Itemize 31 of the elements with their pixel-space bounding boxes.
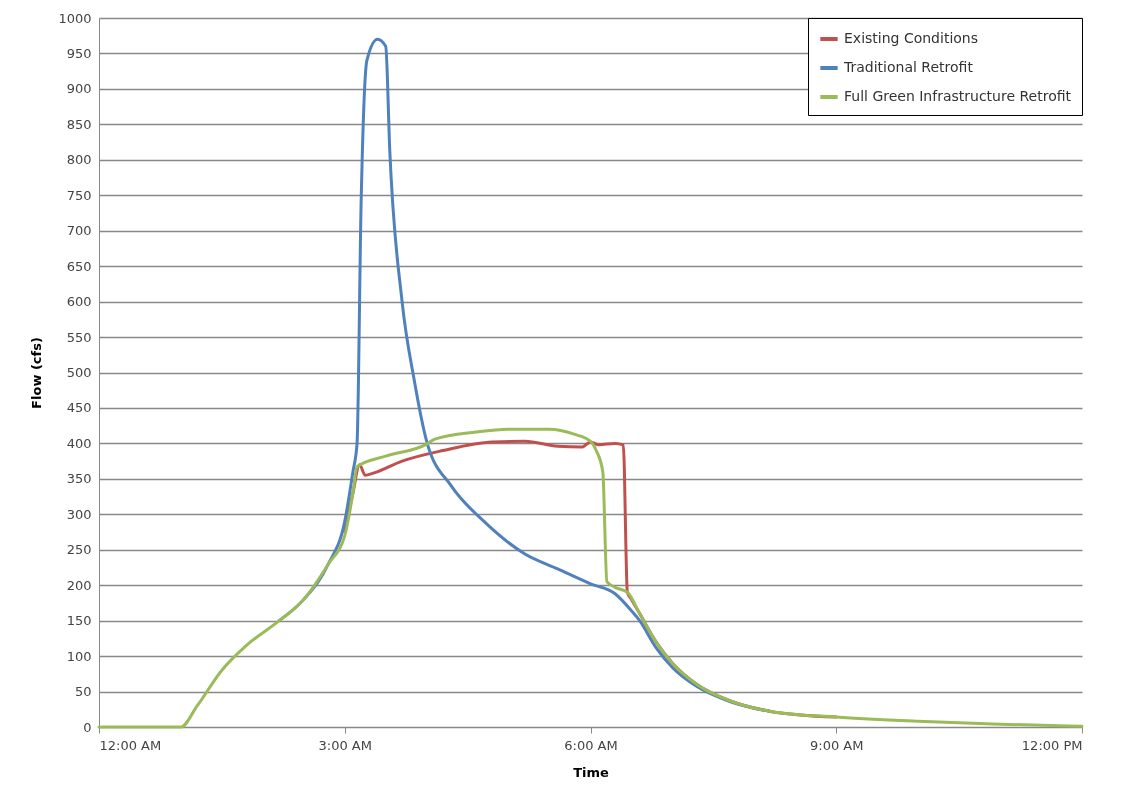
- y-tick-label: 450: [66, 400, 92, 416]
- y-tick-label: 400: [66, 435, 92, 451]
- x-tick-label: 6:00 AM: [564, 737, 618, 753]
- legend-label: Traditional Retrofit: [843, 59, 974, 75]
- y-tick-label: 600: [66, 294, 92, 310]
- y-axis-title: Flow (cfs): [29, 337, 45, 409]
- y-tick-label: 900: [66, 81, 92, 97]
- y-tick-label: 700: [66, 223, 92, 239]
- y-tick-label: 150: [66, 613, 92, 629]
- y-tick-label: 850: [66, 116, 92, 132]
- y-tick-label: 350: [66, 471, 92, 487]
- x-tick-label: 12:00 PM: [1021, 737, 1083, 753]
- y-tick-label: 100: [66, 648, 92, 664]
- y-tick-label: 750: [66, 187, 92, 203]
- x-axis-title: Time: [573, 764, 610, 780]
- y-tick-label: 550: [66, 329, 92, 345]
- y-tick-label: 1000: [58, 10, 92, 26]
- y-tick-label: 650: [66, 258, 92, 274]
- x-tick-label: 3:00 AM: [318, 737, 372, 753]
- legend-label: Existing Conditions: [844, 30, 979, 46]
- y-tick-label: 50: [74, 684, 92, 700]
- y-tick-label: 500: [66, 365, 92, 380]
- y-tick-label: 250: [66, 542, 92, 558]
- y-tick-label: 800: [66, 152, 92, 168]
- legend-label: Full Green Infrastructure Retrofit: [844, 88, 1072, 104]
- x-tick-label: 9:00 AM: [810, 737, 864, 753]
- y-tick-label: 200: [66, 577, 92, 593]
- y-tick-label: 0: [83, 719, 92, 735]
- x-tick-label: 12:00 AM: [99, 737, 162, 753]
- y-tick-label: 950: [66, 45, 92, 61]
- y-tick-label: 300: [66, 506, 92, 522]
